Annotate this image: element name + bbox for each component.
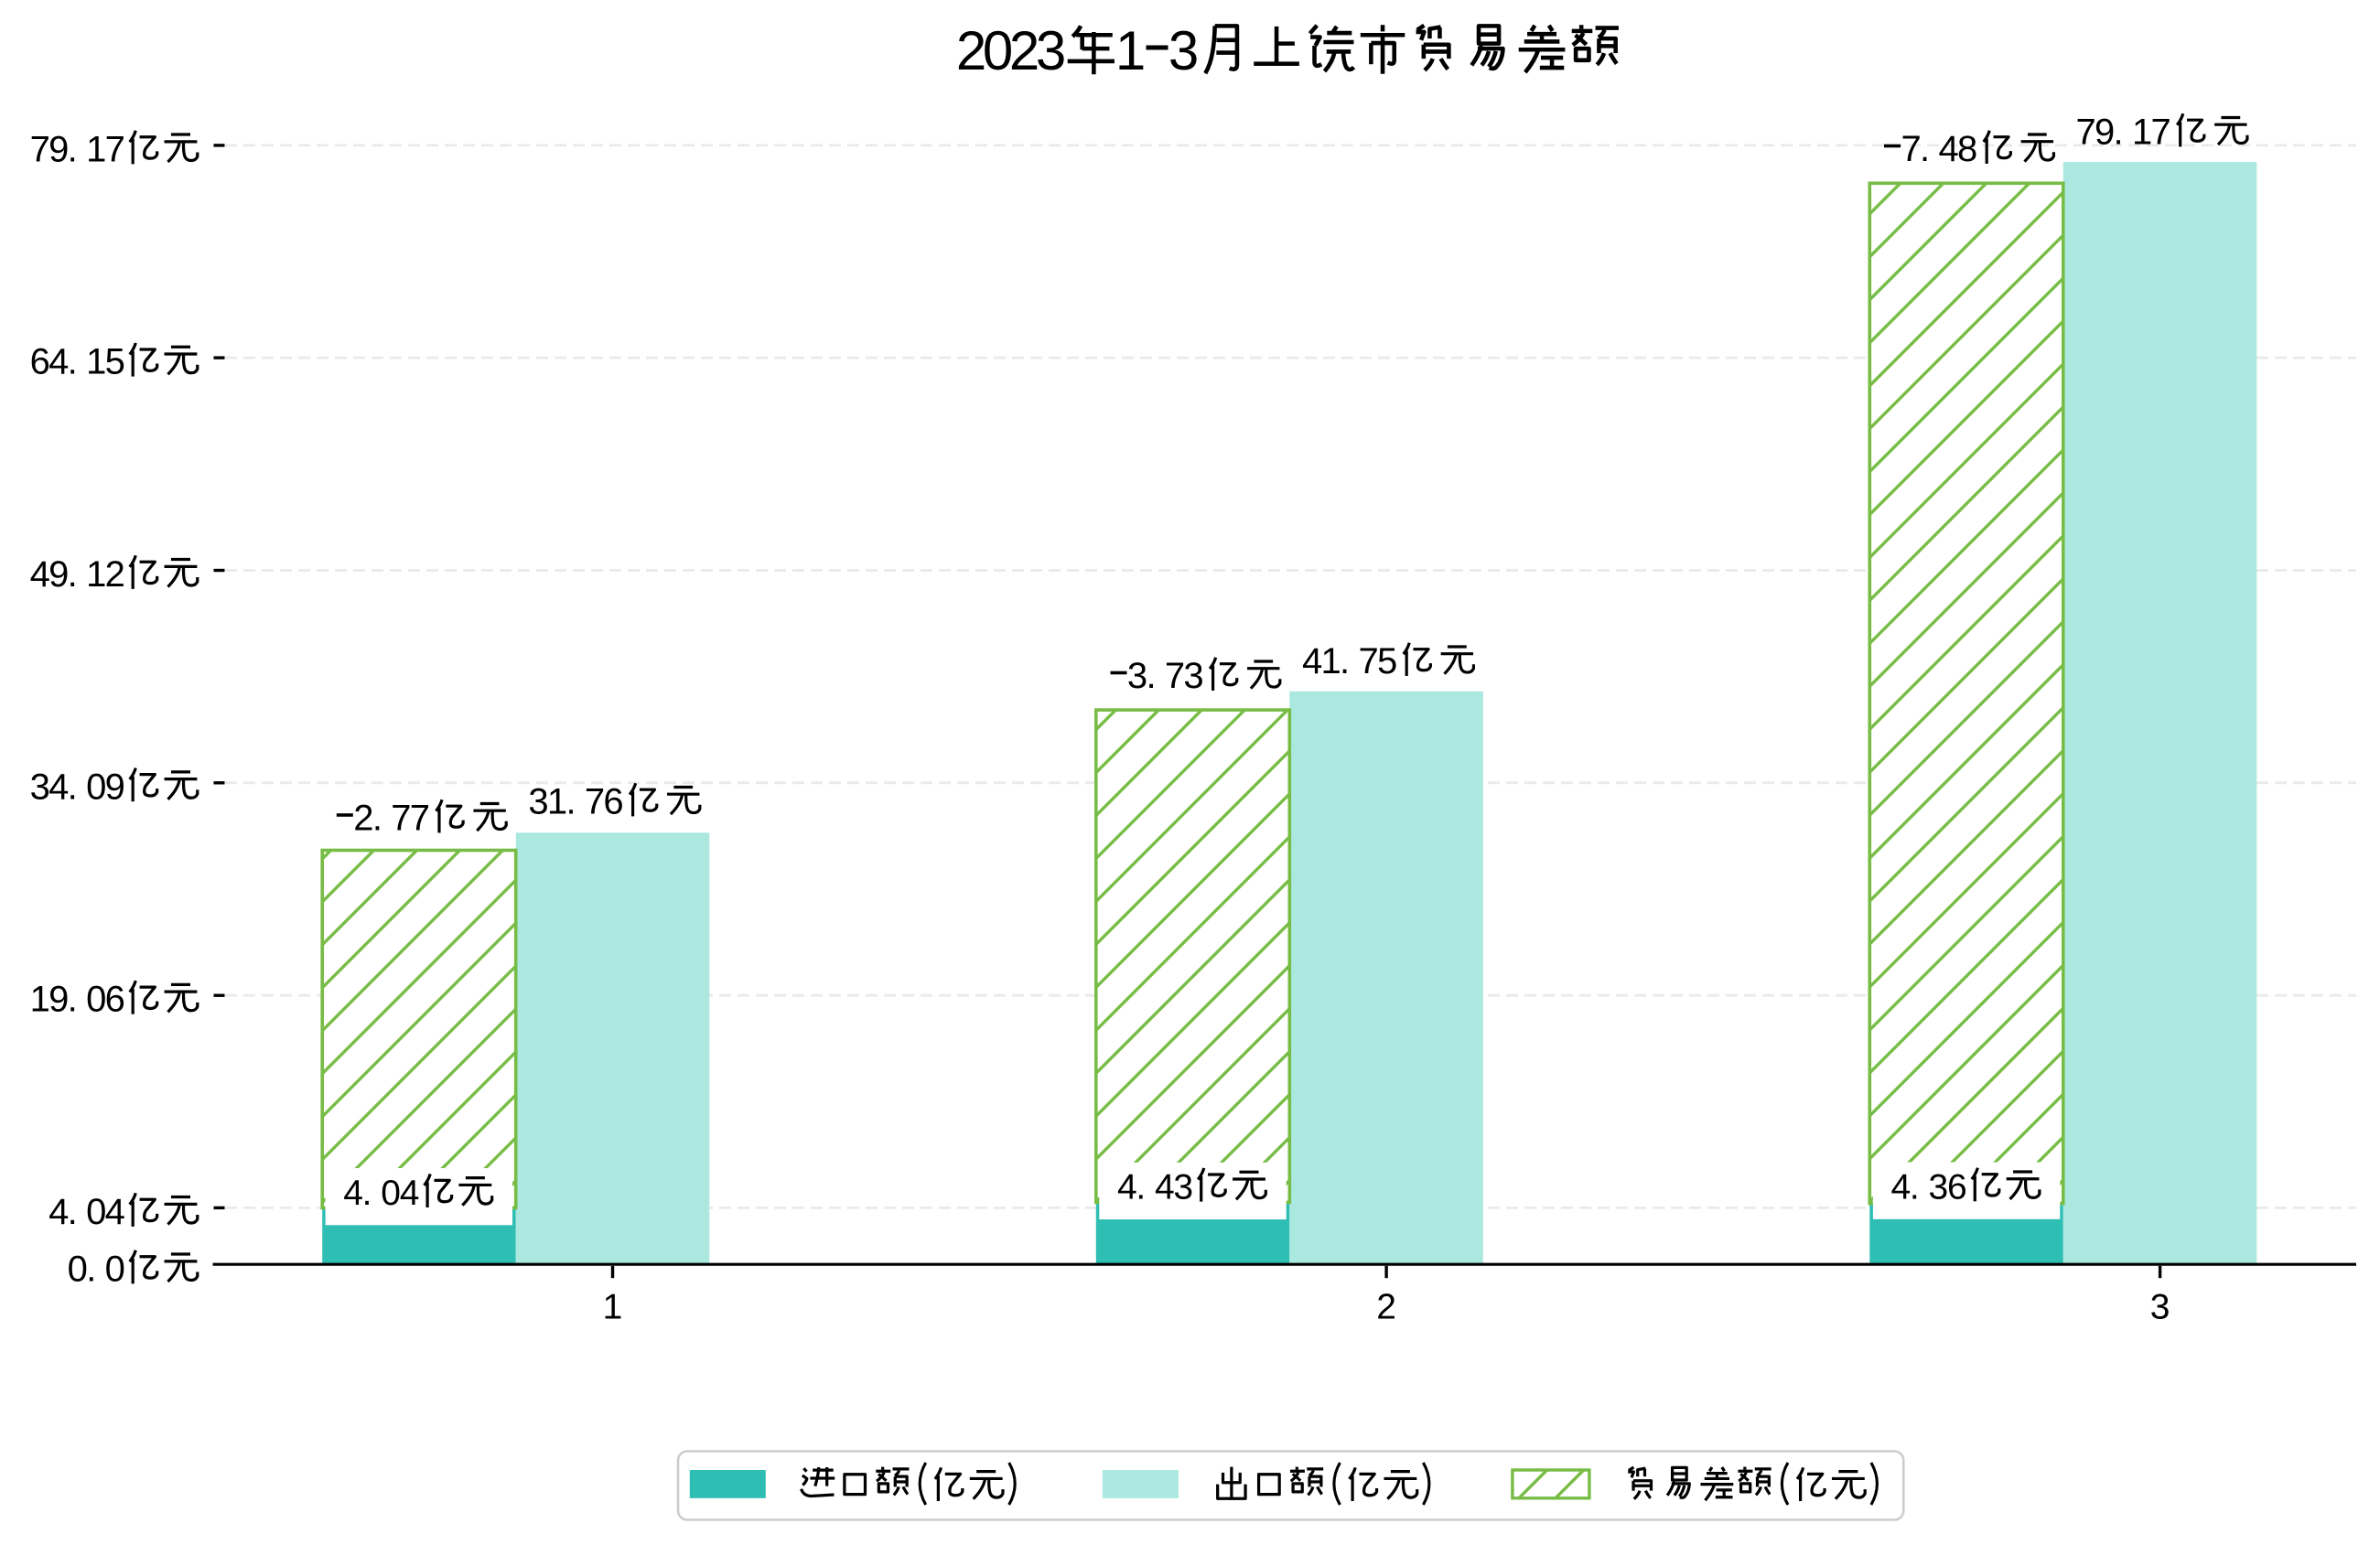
svg-text:.: . [68,1192,78,1232]
svg-text:.: . [68,767,78,807]
svg-text:1: 1 [1115,20,1146,81]
svg-text:0: 0 [86,980,106,1020]
svg-text:4: 4 [30,554,50,595]
svg-text:3: 3 [528,782,548,822]
svg-text:4: 4 [1938,129,1958,169]
svg-text:4: 4 [48,767,69,807]
svg-text:3: 3 [1036,20,1066,81]
svg-text:9: 9 [48,129,69,169]
svg-text:4: 4 [343,1174,363,1213]
svg-text:1: 1 [2132,113,2152,153]
svg-text:7: 7 [30,129,50,169]
svg-text:0: 0 [86,1192,106,1232]
svg-text:.: . [68,554,78,595]
svg-text:4: 4 [1117,1168,1137,1207]
svg-text:3: 3 [1127,656,1147,696]
svg-text:3: 3 [1168,20,1199,81]
svg-text:5: 5 [105,342,125,382]
svg-text:8: 8 [1957,129,1977,169]
svg-text:.: . [1340,641,1350,681]
svg-text:1: 1 [86,554,106,595]
svg-text:1: 1 [1320,641,1341,681]
svg-text:.: . [86,1249,96,1289]
svg-text:.: . [1136,1168,1146,1207]
svg-text:.: . [362,1174,372,1213]
svg-text:.: . [2114,113,2124,153]
svg-text:0: 0 [105,1249,125,1289]
svg-text:4: 4 [48,342,69,382]
svg-text:.: . [68,342,78,382]
svg-text:3: 3 [1928,1167,1948,1207]
svg-text:6: 6 [30,342,50,382]
svg-text:.: . [372,799,382,839]
svg-text:9: 9 [2095,113,2115,153]
svg-text:9: 9 [48,980,69,1020]
svg-text:2: 2 [105,554,125,595]
svg-text:1: 1 [86,129,106,169]
svg-text:7: 7 [1358,641,1378,681]
svg-text:7: 7 [391,799,411,839]
svg-text:7: 7 [410,799,430,839]
svg-text:3: 3 [1183,656,1203,696]
svg-text:9: 9 [48,554,69,595]
svg-text:2: 2 [353,799,373,839]
svg-text:.: . [1920,129,1930,169]
svg-text:6: 6 [603,782,623,822]
svg-text:2: 2 [1376,1288,1396,1327]
svg-text:4: 4 [1890,1167,1911,1207]
svg-text:6: 6 [105,980,125,1020]
svg-text:4: 4 [48,1192,69,1232]
svg-text:7: 7 [2075,113,2095,153]
svg-text:5: 5 [1377,641,1397,681]
svg-text:.: . [1910,1167,1920,1207]
svg-text:2: 2 [1009,20,1039,81]
svg-text:1: 1 [30,980,50,1020]
svg-text:4: 4 [105,1192,125,1232]
svg-text:4: 4 [400,1174,420,1213]
svg-text:3: 3 [2150,1288,2170,1327]
svg-text:.: . [68,980,78,1020]
svg-text:1: 1 [86,342,106,382]
svg-text:0: 0 [381,1174,401,1213]
svg-text:3: 3 [1173,1168,1193,1207]
svg-text:7: 7 [1901,129,1921,169]
svg-text:.: . [1146,656,1156,696]
svg-text:1: 1 [547,782,567,822]
svg-text:7: 7 [2150,113,2170,153]
svg-text:.: . [68,129,78,169]
svg-text:7: 7 [585,782,605,822]
svg-text:4: 4 [1302,641,1322,681]
svg-text:3: 3 [30,767,50,807]
svg-text:9: 9 [105,767,125,807]
svg-text:7: 7 [105,129,125,169]
svg-text:6: 6 [1947,1167,1967,1207]
svg-text:0: 0 [68,1249,88,1289]
svg-text:2: 2 [956,20,986,81]
svg-text:0: 0 [983,20,1013,81]
svg-text:4: 4 [1155,1168,1175,1207]
svg-text:0: 0 [86,767,106,807]
svg-text:.: . [565,782,576,822]
svg-text:7: 7 [1165,656,1185,696]
svg-text:1: 1 [603,1288,623,1327]
